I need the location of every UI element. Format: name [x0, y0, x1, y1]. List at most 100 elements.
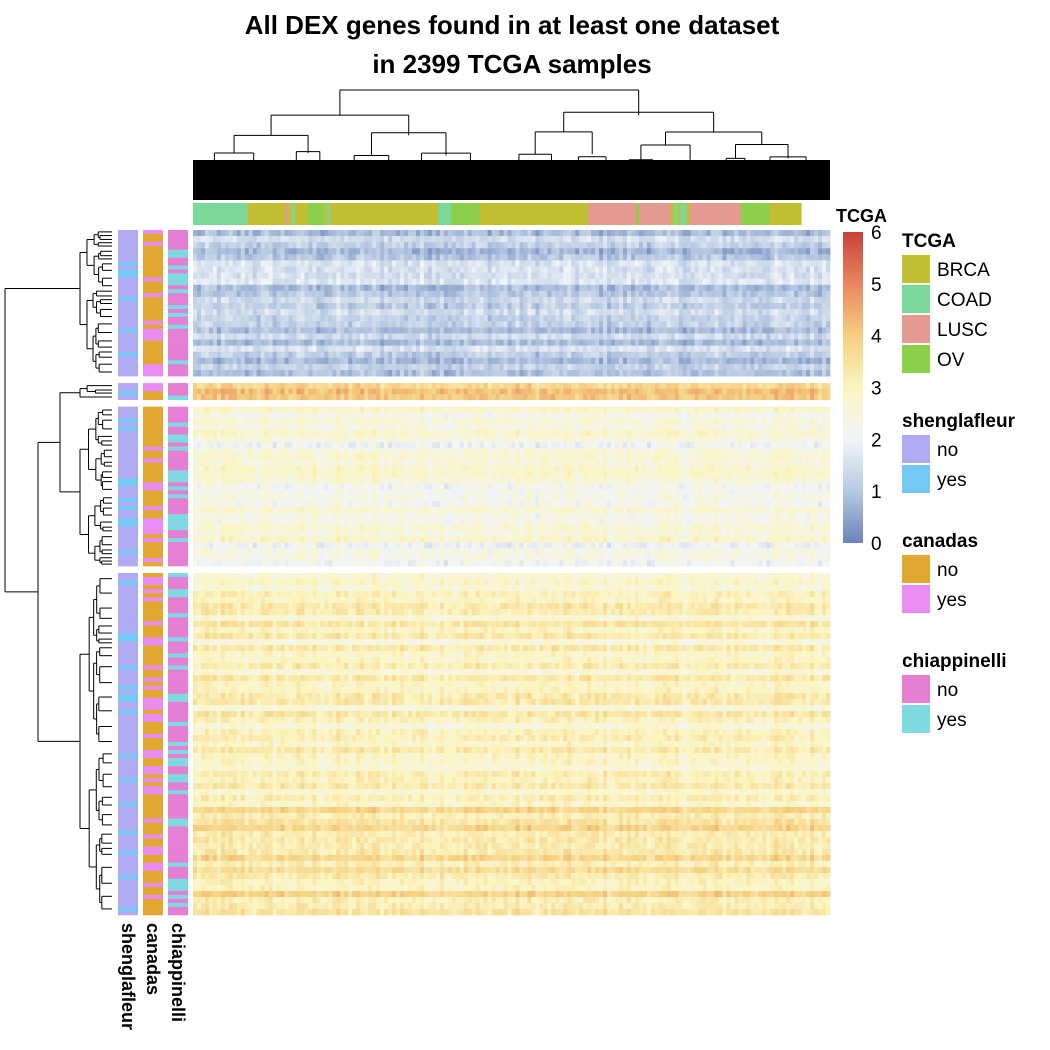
heatmap-cell — [674, 327, 680, 334]
heatmap-cell — [682, 242, 688, 249]
heatmap-cell — [220, 357, 226, 365]
heatmap-cell — [782, 278, 787, 286]
heatmap-cell — [284, 357, 289, 365]
heatmap-cell — [200, 327, 206, 334]
heatmap-cell — [284, 296, 289, 304]
heatmap-cell — [296, 394, 301, 401]
heatmap-cell — [618, 394, 624, 401]
heatmap-cell — [435, 424, 441, 431]
heatmap-cell — [662, 248, 668, 255]
heatmap-cell — [280, 254, 285, 261]
heatmap-cell — [475, 248, 481, 255]
heatmap-cell — [280, 236, 285, 243]
heatmap-cell — [352, 383, 357, 390]
heatmap-cell — [407, 315, 413, 322]
heatmap-cell — [427, 412, 433, 419]
heatmap-cell — [714, 388, 719, 395]
heatmap-cell — [543, 369, 548, 377]
heatmap-cell — [212, 296, 218, 304]
heatmap-cell — [547, 242, 552, 249]
heatmap-cell — [523, 339, 528, 347]
heatmap-cell — [507, 284, 512, 292]
heatmap-cell — [611, 345, 616, 353]
heatmap-cell — [292, 357, 297, 365]
heatmap-cell — [638, 321, 644, 328]
heatmap-cell — [567, 345, 572, 353]
column-annotation-segment — [247, 203, 286, 225]
heatmap-cell — [308, 303, 313, 310]
heatmap-cell — [682, 394, 688, 401]
heatmap-cell — [344, 357, 349, 365]
heatmap-cell — [662, 333, 668, 340]
heatmap-cell — [288, 303, 293, 310]
heatmap-cell — [551, 303, 556, 310]
heatmap-cell — [646, 260, 652, 267]
heatmap-cell — [340, 296, 345, 304]
heatmap-cell — [487, 266, 492, 274]
heatmap-cell — [666, 242, 672, 249]
heatmap-cell — [280, 418, 285, 425]
heatmap-cell — [714, 418, 719, 425]
heatmap-cell — [392, 242, 397, 249]
heatmap-cell — [208, 418, 214, 425]
heatmap-cell — [224, 424, 230, 431]
heatmap-cell — [710, 309, 715, 316]
heatmap-cell — [818, 290, 823, 298]
heatmap-cell — [559, 272, 564, 280]
heatmap-cell — [555, 351, 560, 359]
heatmap-cell — [551, 284, 556, 292]
heatmap-cell — [690, 418, 696, 425]
heatmap-cell — [806, 394, 811, 401]
heatmap-cell — [296, 309, 301, 316]
heatmap-cell — [555, 327, 560, 334]
heatmap-cell — [579, 339, 584, 347]
heatmap-cell — [471, 351, 477, 359]
heatmap-cell — [786, 254, 791, 261]
heatmap-cell — [236, 260, 242, 267]
heatmap-cell — [814, 254, 819, 261]
heatmap-cell — [646, 363, 652, 371]
heatmap-cell — [654, 424, 660, 431]
heatmap-cell — [455, 254, 461, 261]
heatmap-cell — [360, 363, 365, 371]
heatmap-cell — [658, 290, 664, 298]
heatmap-cell — [300, 339, 305, 347]
heatmap-cell — [232, 242, 238, 249]
heatmap-cell — [599, 242, 604, 249]
heatmap-cell — [762, 339, 767, 347]
heatmap-cell — [240, 412, 246, 419]
heatmap-cell — [778, 424, 783, 431]
heatmap-cell — [324, 351, 329, 359]
heatmap-cell — [411, 315, 417, 322]
heatmap-cell — [244, 424, 250, 431]
heatmap-cell — [376, 272, 381, 280]
heatmap-cell — [212, 266, 218, 274]
heatmap-cell — [555, 321, 560, 328]
heatmap-cell — [658, 388, 664, 395]
heatmap-cell — [559, 424, 564, 431]
heatmap-cell — [774, 333, 779, 340]
heatmap-cell — [774, 412, 779, 419]
heatmap-cell — [603, 333, 608, 340]
heatmap-cell — [336, 412, 341, 419]
heatmap-cell — [778, 383, 783, 390]
heatmap-cell — [603, 290, 608, 298]
heatmap-cell — [555, 369, 560, 377]
heatmap-cell — [193, 388, 198, 395]
heatmap-cell — [754, 254, 759, 261]
heatmap-cell — [742, 309, 747, 316]
heatmap-cell — [519, 296, 524, 304]
heatmap-cell — [599, 418, 604, 425]
heatmap-cell — [543, 296, 548, 304]
heatmap-cell — [766, 266, 771, 274]
heatmap-cell — [571, 351, 576, 359]
heatmap-cell — [455, 290, 461, 298]
heatmap-cell — [662, 424, 668, 431]
heatmap-cell — [547, 260, 552, 267]
heatmap-cell — [415, 418, 421, 425]
heatmap-cell — [682, 278, 688, 286]
heatmap-cell — [320, 357, 325, 365]
heatmap-cell — [236, 406, 242, 413]
heatmap-cell — [646, 357, 652, 365]
heatmap-cell — [415, 290, 421, 298]
